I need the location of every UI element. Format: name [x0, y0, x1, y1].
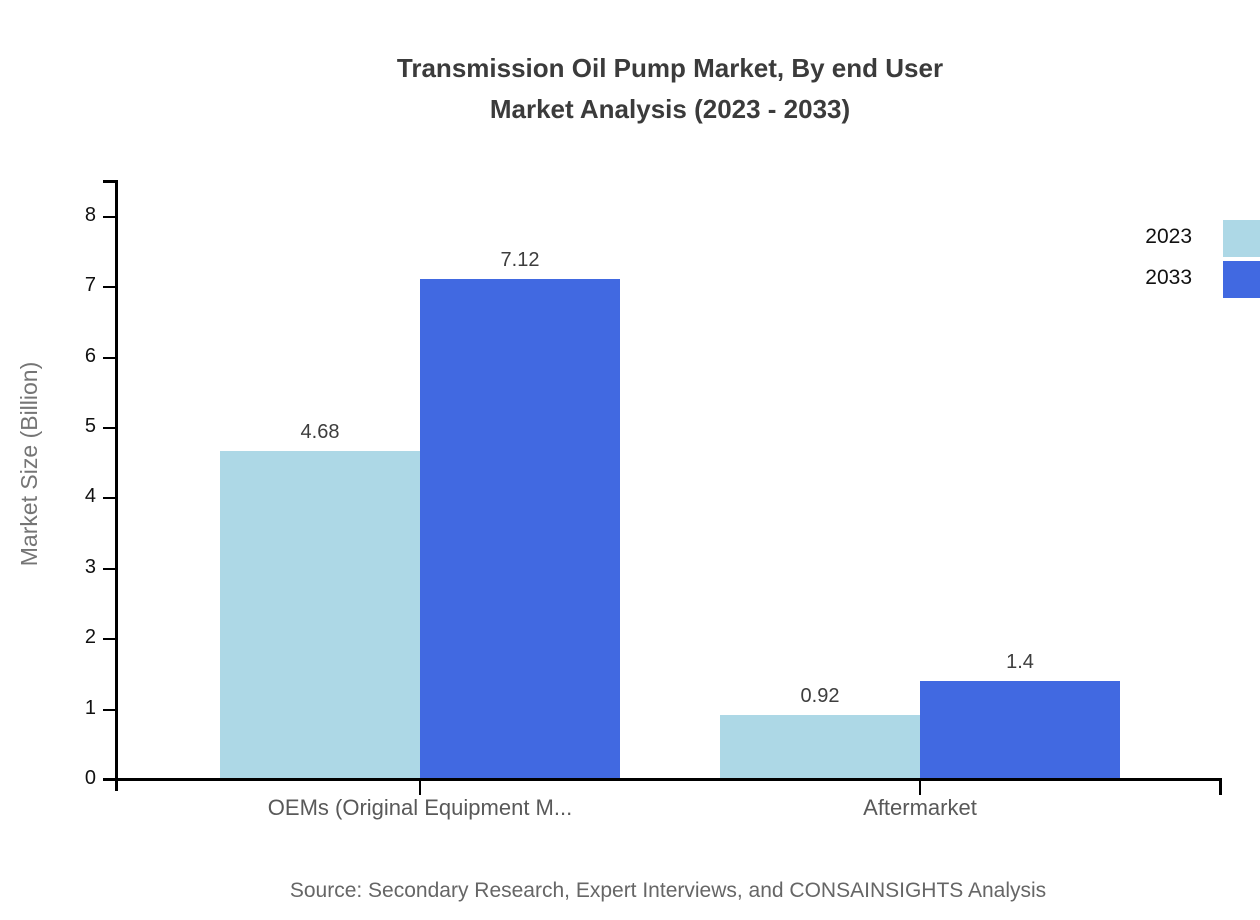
y-tick — [103, 779, 118, 781]
y-axis-line — [115, 180, 118, 791]
y-tick — [103, 708, 118, 711]
y-tick — [103, 497, 118, 500]
x-tick — [419, 781, 421, 795]
bar-2023-2 — [720, 715, 920, 780]
x-tick — [919, 781, 921, 795]
y-tick — [103, 638, 118, 641]
y-axis-title: Market Size (Billion) — [16, 361, 42, 567]
y-tick-label: 8 — [84, 203, 96, 226]
chart-title-line-1: Transmission Oil Pump Market, By end Use… — [396, 53, 944, 83]
y-tick-label: 3 — [84, 555, 96, 578]
value-label: 4.68 — [300, 420, 340, 443]
legend-label: 2023 — [1145, 225, 1192, 248]
y-tick — [103, 567, 118, 570]
bar-2033-1 — [420, 278, 620, 780]
legend-label: 2033 — [1145, 266, 1192, 289]
value-label: 1.4 — [1006, 651, 1034, 674]
chart-title: Transmission Oil Pump Market, By end Use… — [80, 48, 1260, 130]
chart-title-line-2: Market Analysis (2023 - 2033) — [489, 94, 851, 124]
y-tick — [103, 356, 118, 359]
y-tick — [103, 427, 118, 429]
y-tick-label: 6 — [84, 344, 96, 367]
bar-2023-1 — [220, 450, 420, 780]
category-label: OEMs (Original Equipment M... — [267, 795, 573, 820]
y-tick-label: 5 — [84, 415, 96, 437]
legend-swatch — [1223, 261, 1260, 298]
y-tick — [103, 286, 118, 289]
y-tick-label: 7 — [84, 274, 96, 297]
x-axis-endcap — [1219, 778, 1222, 795]
x-axis-line — [103, 778, 1222, 781]
y-tick-label: 1 — [84, 696, 96, 719]
value-label: 0.92 — [800, 685, 840, 708]
y-tick-label: 4 — [84, 485, 96, 508]
y-tick-label: 2 — [84, 626, 96, 649]
y-tick — [103, 215, 118, 218]
legend-swatch — [1223, 220, 1260, 257]
y-tick-label: 0 — [84, 767, 96, 789]
source-note: Source: Secondary Research, Expert Inter… — [289, 879, 1047, 902]
category-label: Aftermarket — [863, 795, 977, 820]
y-axis-endcap — [103, 180, 118, 183]
bar-2033-2 — [920, 681, 1120, 780]
value-label: 7.12 — [500, 248, 540, 271]
